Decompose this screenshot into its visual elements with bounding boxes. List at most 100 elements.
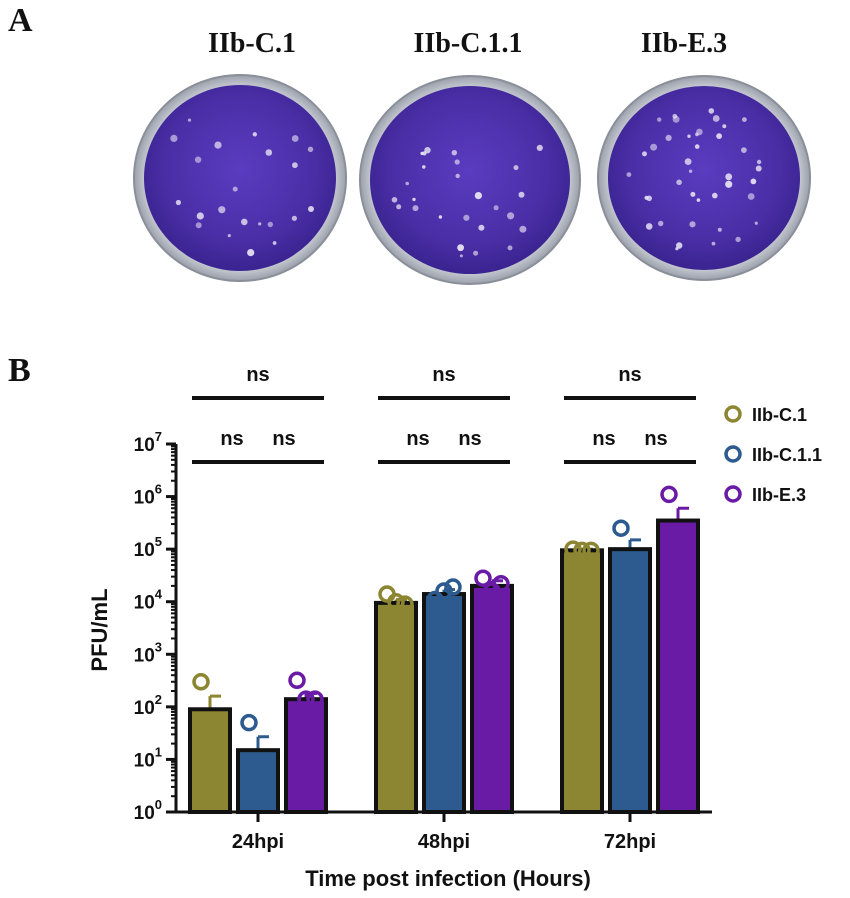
plate-1	[133, 74, 347, 282]
legend-label: IIb-E.3	[752, 485, 806, 505]
significance-label: ns	[644, 428, 667, 450]
plaque	[420, 151, 424, 156]
data-point	[573, 541, 591, 560]
significance-label: ns	[246, 364, 269, 386]
plaque	[676, 242, 683, 249]
data-point	[678, 531, 696, 549]
plaque	[478, 224, 485, 231]
plaque	[626, 172, 632, 178]
plaque	[657, 117, 662, 122]
plaque	[694, 144, 700, 149]
significance-label: ns	[406, 428, 429, 450]
plaque	[265, 149, 273, 156]
plaque	[725, 173, 733, 181]
significance-label: ns	[272, 428, 295, 450]
y-tick-label: 105	[134, 534, 162, 561]
plaque	[454, 159, 460, 165]
data-point	[564, 540, 582, 558]
bar	[374, 600, 418, 814]
y-tick-label: 106	[134, 482, 162, 509]
significance-label: ns	[618, 364, 641, 386]
bar	[236, 748, 280, 814]
plaque	[308, 206, 314, 212]
plaque	[712, 115, 720, 122]
plaque	[291, 135, 299, 142]
data-point	[306, 690, 324, 708]
plate-2	[359, 75, 581, 285]
plaque	[195, 222, 202, 229]
plaque	[493, 205, 499, 211]
plaque-plates	[133, 74, 811, 285]
plaque	[463, 214, 470, 221]
data-point	[435, 582, 453, 600]
data-point	[288, 671, 306, 690]
data-point	[492, 574, 510, 593]
plaque	[422, 165, 426, 169]
plaque	[755, 165, 762, 172]
plaque	[396, 204, 402, 210]
panel-b-letter: B	[8, 352, 31, 389]
plaque	[642, 151, 647, 157]
data-point	[240, 713, 258, 732]
plaque	[170, 134, 178, 142]
plaque	[735, 236, 741, 243]
plaque	[196, 212, 204, 220]
plaque	[658, 220, 664, 227]
plaque	[474, 192, 482, 200]
plate-title-3: IIb-E.3	[640, 28, 728, 59]
plaque	[650, 143, 658, 151]
data-point	[630, 552, 648, 570]
data-point	[426, 590, 444, 609]
data-point	[258, 762, 276, 780]
plaque	[267, 221, 273, 228]
plaque	[457, 244, 464, 252]
plaque	[438, 215, 443, 219]
plate-title-2: IIb-C.1.1	[413, 28, 523, 59]
plaque	[473, 250, 479, 256]
plaque	[391, 197, 398, 203]
data-point	[660, 485, 678, 504]
plaque	[175, 199, 181, 206]
data-point	[249, 762, 267, 780]
plaque	[695, 132, 699, 137]
data-point	[192, 673, 210, 691]
legend-marker	[724, 445, 742, 463]
plaque	[518, 191, 525, 198]
significance-label: ns	[220, 428, 243, 450]
data-point	[621, 552, 639, 570]
plaque	[646, 195, 652, 202]
bar	[470, 583, 514, 815]
plaque	[754, 221, 758, 225]
y-tick-label: 101	[134, 744, 162, 771]
plaque	[665, 134, 672, 141]
plaque	[187, 118, 192, 122]
plaque	[741, 147, 747, 154]
plaque	[716, 133, 722, 140]
plaque	[687, 134, 691, 138]
bar	[656, 518, 700, 814]
bar	[560, 548, 604, 814]
plaque	[645, 223, 653, 230]
plaque	[684, 158, 692, 166]
plaque	[194, 156, 202, 163]
data-point	[669, 531, 687, 549]
significance-label: ns	[432, 364, 455, 386]
plaque	[742, 117, 747, 122]
plaque	[689, 221, 696, 228]
data-point	[297, 690, 315, 708]
plaque	[252, 132, 257, 137]
chart-bars	[188, 485, 700, 815]
plate-3	[597, 75, 811, 281]
plaque	[241, 218, 248, 226]
plaque	[405, 181, 410, 186]
data-point	[474, 569, 492, 587]
legend-label: IIb-C.1	[752, 405, 807, 425]
y-axis-title: PFU/mL	[87, 588, 112, 671]
plaque	[696, 198, 701, 202]
bar	[608, 547, 652, 815]
plaque	[688, 169, 693, 173]
plaque	[291, 215, 297, 221]
data-point	[444, 578, 462, 596]
data-point	[582, 541, 600, 560]
